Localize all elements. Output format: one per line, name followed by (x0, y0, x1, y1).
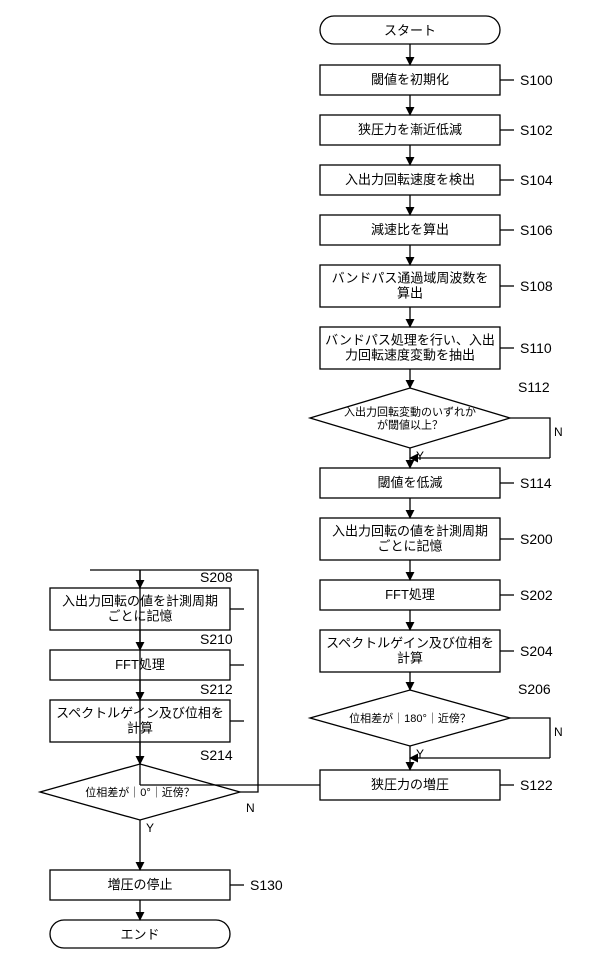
svg-text:S212: S212 (200, 681, 233, 697)
svg-text:S200: S200 (520, 531, 553, 547)
svg-text:S112: S112 (518, 379, 550, 395)
step-s202: S202 (320, 580, 553, 610)
svg-text:N: N (554, 425, 563, 439)
svg-text:S208: S208 (200, 569, 233, 585)
svg-text:算出: 算出 (397, 286, 423, 301)
svg-text:計算: 計算 (397, 651, 423, 666)
svg-text:S106: S106 (520, 222, 553, 238)
svg-text:ごとに記憶: ごとに記憶 (377, 539, 442, 554)
svg-text:バンドパス処理を行い、入出: バンドパス処理を行い、入出 (325, 333, 495, 348)
svg-text:S206: S206 (518, 681, 551, 697)
svg-text:FFT処理: FFT処理 (385, 587, 435, 602)
svg-text:閾値を初期化: 閾値を初期化 (371, 72, 449, 87)
svg-text:位相差が｜180°｜近傍？: 位相差が｜180°｜近傍？ (349, 711, 471, 725)
svg-text:S100: S100 (520, 72, 553, 88)
svg-text:N: N (246, 801, 255, 815)
svg-text:スタート: スタート (384, 23, 436, 38)
svg-text:S204: S204 (520, 643, 553, 659)
svg-text:S108: S108 (520, 278, 553, 294)
terminal-end: エンド (50, 920, 230, 948)
svg-text:バンドパス通過域周波数を: バンドパス通過域周波数を (332, 271, 489, 286)
step-s210: S210 (50, 631, 233, 680)
svg-text:S214: S214 (200, 747, 233, 763)
svg-text:S130: S130 (250, 877, 283, 893)
svg-text:入出力回転変動のいずれか: 入出力回転変動のいずれか (344, 405, 476, 419)
svg-text:が閾値以上？: が閾値以上？ (377, 418, 443, 432)
svg-text:入出力回転の値を計測周期: 入出力回転の値を計測周期 (332, 524, 488, 539)
svg-text:スペクトルゲイン及び位相を: スペクトルゲイン及び位相を (326, 636, 494, 651)
svg-text:位相差が｜0°｜近傍？: 位相差が｜0°｜近傍？ (85, 785, 195, 799)
svg-text:S110: S110 (520, 340, 552, 356)
svg-text:S122: S122 (520, 777, 553, 793)
svg-text:Y: Y (416, 449, 424, 463)
svg-text:S210: S210 (200, 631, 233, 647)
svg-text:狭圧力の増圧: 狭圧力の増圧 (371, 777, 449, 792)
svg-text:閾値を低減: 閾値を低減 (377, 475, 442, 490)
svg-text:N: N (554, 725, 563, 739)
svg-text:増圧の停止: 増圧の停止 (107, 877, 172, 892)
svg-text:S102: S102 (520, 122, 553, 138)
svg-text:S114: S114 (520, 475, 552, 491)
svg-text:入出力回転速度を検出: 入出力回転速度を検出 (345, 172, 475, 187)
svg-text:S202: S202 (520, 587, 553, 603)
svg-text:エンド: エンド (120, 927, 159, 942)
svg-text:S104: S104 (520, 172, 553, 188)
svg-text:減速比を算出: 減速比を算出 (371, 222, 449, 237)
svg-text:力回転速度変動を抽出: 力回転速度変動を抽出 (345, 348, 475, 363)
terminal-start: スタート (320, 16, 500, 44)
svg-text:狭圧力を漸近低減: 狭圧力を漸近低減 (358, 122, 462, 137)
svg-text:Y: Y (416, 747, 424, 761)
svg-text:Y: Y (146, 821, 154, 835)
